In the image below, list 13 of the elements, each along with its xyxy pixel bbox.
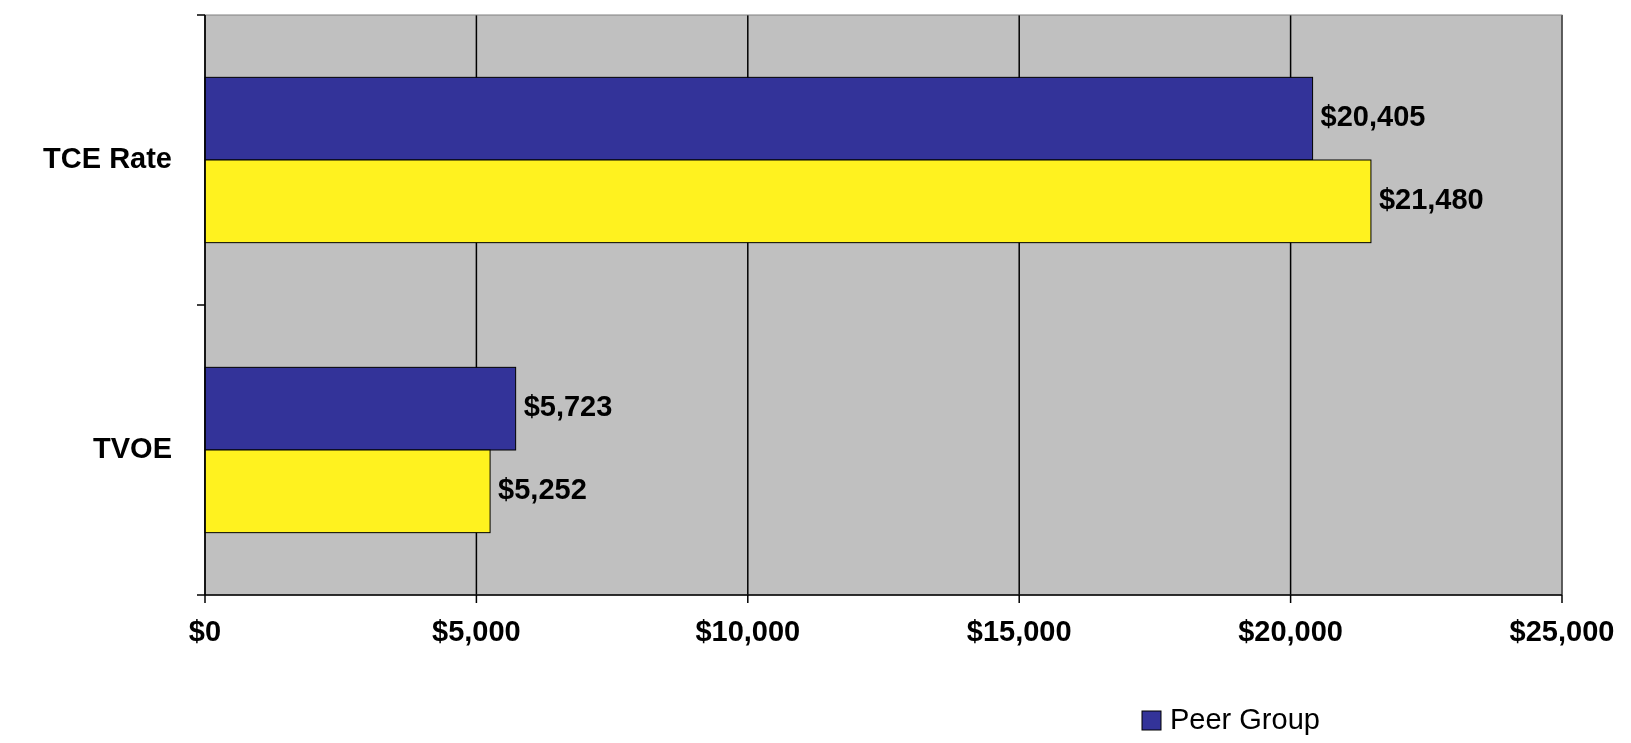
data-label: $21,480: [1378, 182, 1484, 215]
legend-label: Peer Group: [1170, 702, 1320, 735]
x-tick-label: $25,000: [1509, 615, 1615, 647]
x-tick-label: $0: [188, 615, 222, 647]
x-tick-label: $5,000: [432, 615, 521, 647]
data-label: $5,723: [523, 390, 613, 423]
x-tick-label: $15,000: [966, 615, 1072, 647]
y-tick-label: TVOE: [93, 431, 172, 464]
x-tick-label: $10,000: [695, 615, 801, 647]
data-label: $20,405: [1320, 100, 1426, 133]
x-tick-label: $20,000: [1238, 615, 1344, 647]
data-label: $5,252: [498, 472, 587, 505]
y-tick-label: TCE Rate: [43, 141, 172, 174]
